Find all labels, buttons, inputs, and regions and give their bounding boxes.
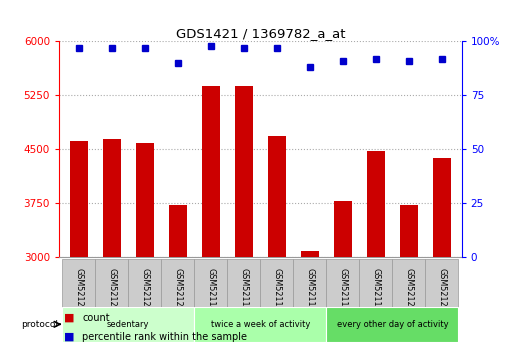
- Bar: [261, 259, 293, 321]
- Bar: [169, 205, 187, 345]
- Bar: [202, 86, 220, 345]
- Bar: [194, 307, 326, 342]
- Text: GSM52117: GSM52117: [305, 268, 314, 312]
- Text: sedentary: sedentary: [107, 320, 150, 329]
- Bar: [62, 259, 95, 321]
- Text: GSM52125: GSM52125: [173, 268, 182, 312]
- Bar: [103, 139, 121, 345]
- Bar: [392, 259, 425, 321]
- Title: GDS1421 / 1369782_a_at: GDS1421 / 1369782_a_at: [175, 27, 345, 40]
- Text: every other day of activity: every other day of activity: [337, 320, 448, 329]
- Text: count: count: [82, 313, 110, 323]
- Text: percentile rank within the sample: percentile rank within the sample: [82, 332, 247, 342]
- Bar: [136, 144, 154, 345]
- Text: GSM52118: GSM52118: [339, 268, 347, 312]
- Bar: [235, 86, 253, 345]
- Bar: [227, 259, 261, 321]
- Text: GSM52114: GSM52114: [206, 268, 215, 312]
- Bar: [301, 251, 319, 345]
- Bar: [194, 259, 227, 321]
- Bar: [326, 307, 459, 342]
- Text: GSM52119: GSM52119: [371, 268, 380, 312]
- Bar: [425, 259, 459, 321]
- Text: GSM52124: GSM52124: [141, 268, 149, 312]
- Bar: [293, 259, 326, 321]
- Bar: [400, 205, 418, 345]
- Text: twice a week of activity: twice a week of activity: [211, 320, 310, 329]
- Bar: [367, 151, 385, 345]
- Bar: [326, 259, 360, 321]
- Text: GSM52116: GSM52116: [272, 268, 281, 312]
- Bar: [433, 158, 451, 345]
- Bar: [161, 259, 194, 321]
- Text: protocol: protocol: [22, 320, 58, 329]
- Text: ■: ■: [64, 313, 74, 323]
- Text: GSM52115: GSM52115: [240, 268, 248, 312]
- Bar: [70, 141, 88, 345]
- Text: GSM52121: GSM52121: [438, 268, 446, 312]
- Text: GSM52120: GSM52120: [404, 268, 413, 312]
- Bar: [128, 259, 161, 321]
- Bar: [360, 259, 392, 321]
- Text: GSM52122: GSM52122: [74, 268, 83, 312]
- Bar: [334, 201, 352, 345]
- Bar: [95, 259, 128, 321]
- Bar: [268, 136, 286, 345]
- Text: ■: ■: [64, 332, 74, 342]
- Text: GSM52123: GSM52123: [107, 268, 116, 312]
- Bar: [62, 307, 194, 342]
